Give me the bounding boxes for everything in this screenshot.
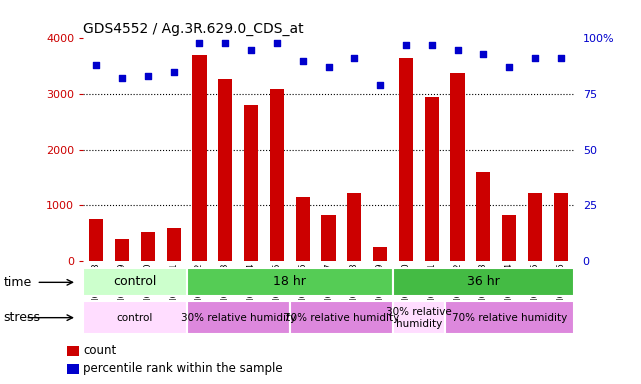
Point [297,58,308,64]
Bar [476,172,490,261]
Point [504,64,514,70]
Bar [528,193,542,261]
Point [349,55,360,61]
Point [401,42,411,48]
Point [375,82,385,88]
Bar [218,79,233,261]
Text: time: time [3,276,31,289]
Bar [244,105,258,261]
Point [530,55,540,61]
Point [246,46,256,53]
Bar [373,247,387,261]
Bar [502,215,516,261]
Point [453,46,463,53]
Text: control: control [113,275,156,288]
Point [91,62,101,68]
Text: control: control [117,313,153,323]
Bar [67,346,79,356]
Point [169,69,179,75]
Bar [321,215,336,261]
Bar [393,268,574,296]
Bar [399,58,413,261]
Text: stress: stress [3,311,40,324]
Point [194,40,204,46]
Bar [393,301,445,334]
Bar [141,232,155,261]
Bar [167,228,181,261]
Bar [192,55,206,261]
Bar [187,301,290,334]
Point [220,40,230,46]
Point [272,40,282,46]
Bar [451,73,465,261]
Point [143,73,153,79]
Bar [290,301,393,334]
Text: 70% relative humidity: 70% relative humidity [284,313,399,323]
Point [556,55,566,61]
Point [324,64,334,70]
Text: 36 hr: 36 hr [467,275,500,288]
Bar [424,97,439,261]
Bar [554,193,568,261]
Bar [67,364,79,374]
Bar [89,219,103,261]
Point [117,75,127,81]
Bar [445,301,574,334]
Bar [187,268,393,296]
Bar [83,301,187,334]
Text: GDS4552 / Ag.3R.629.0_CDS_at: GDS4552 / Ag.3R.629.0_CDS_at [83,22,304,36]
Text: 30% relative humidity: 30% relative humidity [181,313,296,323]
Text: 70% relative humidity: 70% relative humidity [451,313,567,323]
Bar [83,268,187,296]
Bar [115,239,129,261]
Text: count: count [83,344,117,357]
Text: percentile rank within the sample: percentile rank within the sample [83,362,283,375]
Point [478,51,488,57]
Text: 18 hr: 18 hr [273,275,306,288]
Bar [296,197,310,261]
Bar [347,193,362,261]
Point [427,42,437,48]
Text: 30% relative
humidity: 30% relative humidity [386,307,452,329]
Bar [270,89,284,261]
